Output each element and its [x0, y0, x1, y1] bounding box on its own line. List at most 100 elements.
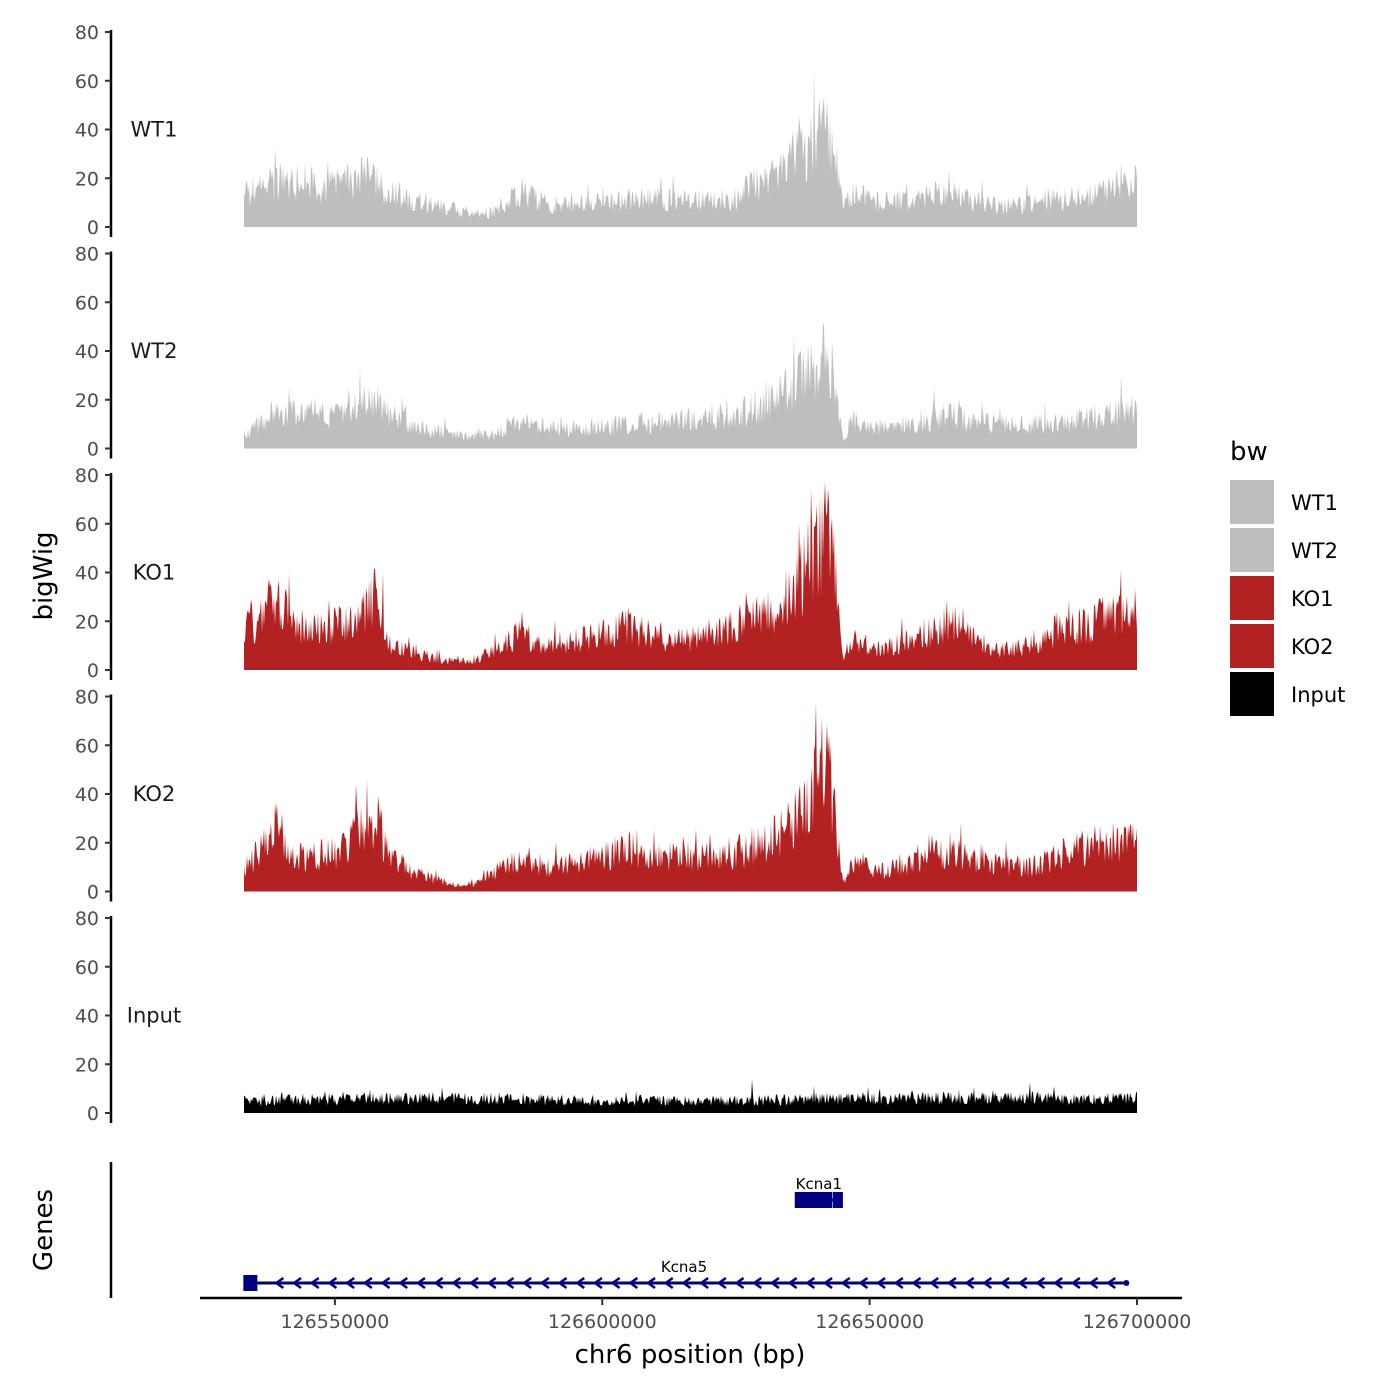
- strand-arrow: [893, 1276, 904, 1290]
- strand-arrow: [327, 1276, 338, 1290]
- y-tick-label: 80: [75, 687, 99, 709]
- y-tick-label: 60: [75, 514, 99, 536]
- signal-area-wt1: [244, 69, 1137, 228]
- exon-block: [832, 1192, 843, 1208]
- strand-arrow: [911, 1276, 922, 1290]
- strand-arrow: [521, 1276, 532, 1290]
- strand-arrow: [628, 1276, 639, 1290]
- y-tick-label: 60: [75, 71, 99, 93]
- x-tick-label: 126700000: [1083, 1311, 1192, 1333]
- strand-arrow: [486, 1276, 497, 1290]
- strand-arrow: [1017, 1276, 1028, 1290]
- track-ko2: 0 20 40 60 80 KO2: [75, 687, 1137, 904]
- strand-arrow: [468, 1276, 479, 1290]
- y-tick-label: 0: [87, 217, 99, 239]
- strand-arrow: [858, 1276, 869, 1290]
- tracks-group: 0 20 40 60 80 WT1 0 20 40 60 80 WT2 0 20 40 60 80 KO1 0 20 4…: [75, 22, 1137, 1125]
- legend-title: bw: [1230, 437, 1268, 467]
- strand-arrow: [805, 1276, 816, 1290]
- y-tick-label: 80: [75, 908, 99, 930]
- track-label: KO2: [133, 782, 176, 806]
- exon-block: [1123, 1280, 1130, 1286]
- track-wt1: 0 20 40 60 80 WT1: [75, 22, 1137, 239]
- gene-models: Kcna1 Kcna5: [243, 1175, 1130, 1291]
- strand-arrow: [1106, 1276, 1116, 1290]
- exon-block: [794, 1192, 833, 1208]
- y-tick-label: 20: [75, 833, 99, 855]
- strand-arrow: [274, 1276, 285, 1290]
- gene-kcna1: Kcna1: [794, 1175, 843, 1208]
- genes-panel: Genes Kcna1 Kcna5 126550000 126600000 12665…: [29, 1162, 1191, 1333]
- strand-arrow: [1035, 1276, 1046, 1290]
- y-tick-label: 40: [75, 1006, 99, 1028]
- y-tick-label: 60: [75, 957, 99, 979]
- strand-arrow: [291, 1276, 302, 1290]
- y-tick-label: 0: [87, 1103, 99, 1125]
- signal-area-wt2: [244, 324, 1137, 449]
- y-tick-label: 80: [75, 22, 99, 44]
- gene-kcna5: Kcna5: [243, 1258, 1130, 1291]
- strand-arrow: [1052, 1276, 1063, 1290]
- legend-key-ko2: [1230, 624, 1274, 668]
- track-ko1: 0 20 40 60 80 KO1: [75, 465, 1137, 682]
- strand-arrow: [875, 1276, 886, 1290]
- exon-block: [243, 1275, 258, 1291]
- x-ticks: 126550000 126600000 126650000 126700000: [281, 1298, 1192, 1333]
- strand-arrow: [398, 1276, 408, 1290]
- strand-arrow: [451, 1276, 462, 1290]
- y-tick-label: 60: [75, 735, 99, 757]
- x-tick-label: 126600000: [548, 1311, 657, 1333]
- strand-arrow: [415, 1276, 426, 1290]
- strand-arrow: [1088, 1276, 1099, 1290]
- x-axis-title: chr6 position (bp): [575, 1340, 806, 1370]
- strand-arrow: [663, 1276, 674, 1290]
- gene-label: Kcna1: [796, 1175, 842, 1193]
- gene-label: Kcna5: [661, 1258, 707, 1276]
- legend: bw WT1 WT2 KO1 KO2 Input: [1230, 437, 1345, 716]
- legend-label: Input: [1291, 683, 1345, 707]
- strand-arrow: [716, 1276, 727, 1290]
- strand-arrow: [769, 1276, 780, 1290]
- y-axis-title: bigWig: [29, 531, 59, 620]
- y-tick-label: 0: [87, 439, 99, 461]
- signal-area-ko1: [244, 482, 1137, 670]
- strand-arrow: [840, 1276, 851, 1290]
- legend-key-input: [1230, 672, 1274, 716]
- strand-arrow: [557, 1276, 568, 1290]
- track-label: KO1: [133, 561, 176, 585]
- y-tick-label: 40: [75, 120, 99, 142]
- track-label: WT1: [131, 118, 178, 142]
- y-tick-label: 40: [75, 341, 99, 363]
- strand-arrow: [592, 1276, 603, 1290]
- y-tick-label: 80: [75, 244, 99, 266]
- y-tick-label: 80: [75, 465, 99, 487]
- y-tick-label: 20: [75, 611, 99, 633]
- strand-arrow: [645, 1276, 656, 1290]
- strand-arrow: [539, 1276, 550, 1290]
- y-tick-label: 60: [75, 292, 99, 314]
- legend-key-ko1: [1230, 576, 1274, 620]
- track-label: WT2: [131, 339, 178, 363]
- x-tick-label: 126650000: [815, 1311, 924, 1333]
- strand-arrow: [344, 1276, 355, 1290]
- x-tick-label: 126550000: [281, 1311, 390, 1333]
- strand-arrow: [504, 1276, 515, 1290]
- track-wt2: 0 20 40 60 80 WT2: [75, 244, 1137, 461]
- legend-label: WT1: [1291, 491, 1338, 515]
- y-tick-label: 20: [75, 1054, 99, 1076]
- strand-arrow: [822, 1276, 833, 1290]
- strand-arrow: [982, 1276, 993, 1290]
- genes-axis-title: Genes: [29, 1189, 59, 1271]
- strand-arrow: [362, 1276, 373, 1290]
- legend-key-wt1: [1230, 480, 1274, 524]
- track-input: 0 20 40 60 80 Input: [75, 908, 1137, 1125]
- y-tick-label: 0: [87, 882, 99, 904]
- track-label: Input: [127, 1004, 181, 1028]
- strand-arrow: [929, 1276, 939, 1290]
- strand-arrow: [787, 1276, 798, 1290]
- strand-arrow: [1070, 1276, 1081, 1290]
- strand-arrow: [999, 1276, 1010, 1290]
- legend-label: WT2: [1291, 539, 1338, 563]
- signal-area-input: [244, 1079, 1137, 1113]
- signal-area-ko2: [244, 702, 1137, 892]
